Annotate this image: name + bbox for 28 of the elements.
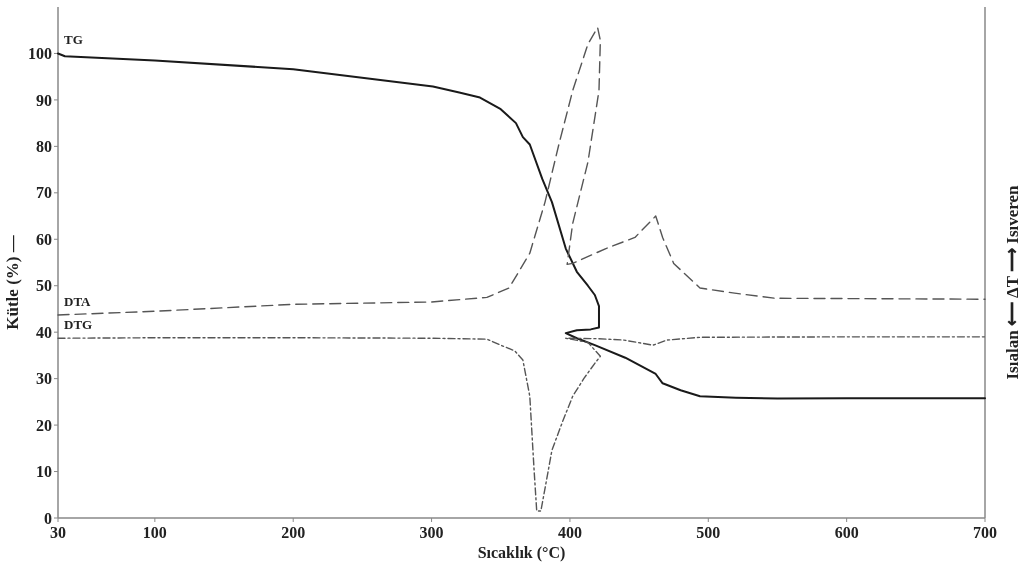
line-series — [57, 336, 986, 512]
y-tick-label: 0 — [44, 509, 52, 527]
x-tick-label: 100 — [142, 524, 167, 541]
line-series — [57, 26, 986, 316]
x-axis-title: Sıcaklık (°C) — [477, 544, 566, 562]
series-label: TG — [64, 32, 83, 48]
x-tick-label: 400 — [557, 524, 582, 541]
y-tick-label: 60 — [36, 230, 52, 248]
y-tick-label: 30 — [36, 370, 52, 388]
y2-axis-title: Isıalan ⟵ ΔT ⟶ Isıveren — [1003, 184, 1022, 380]
x-tick-label: 700 — [973, 524, 997, 541]
series-label: DTG — [64, 317, 93, 333]
y-tick-label: 40 — [36, 323, 52, 341]
x-tick-label: 300 — [419, 524, 444, 541]
y-tick-label: 100 — [28, 45, 52, 63]
x-tick-label: 500 — [696, 524, 721, 541]
y-tick-label: 20 — [36, 416, 52, 434]
x-tick-label: 30 — [50, 524, 66, 541]
y-axis-title: Kütle (%) — — [3, 234, 22, 330]
y-tick-label: 70 — [36, 184, 52, 202]
series-label: DTA — [64, 293, 92, 309]
x-tick-label: 200 — [281, 524, 306, 541]
line-series — [57, 52, 986, 400]
y-tick-label: 90 — [36, 91, 52, 109]
y-tick-label: 50 — [36, 277, 52, 295]
x-tick-label: 600 — [834, 524, 859, 541]
y-tick-label: 10 — [36, 463, 52, 481]
y-tick-label: 80 — [36, 137, 52, 155]
